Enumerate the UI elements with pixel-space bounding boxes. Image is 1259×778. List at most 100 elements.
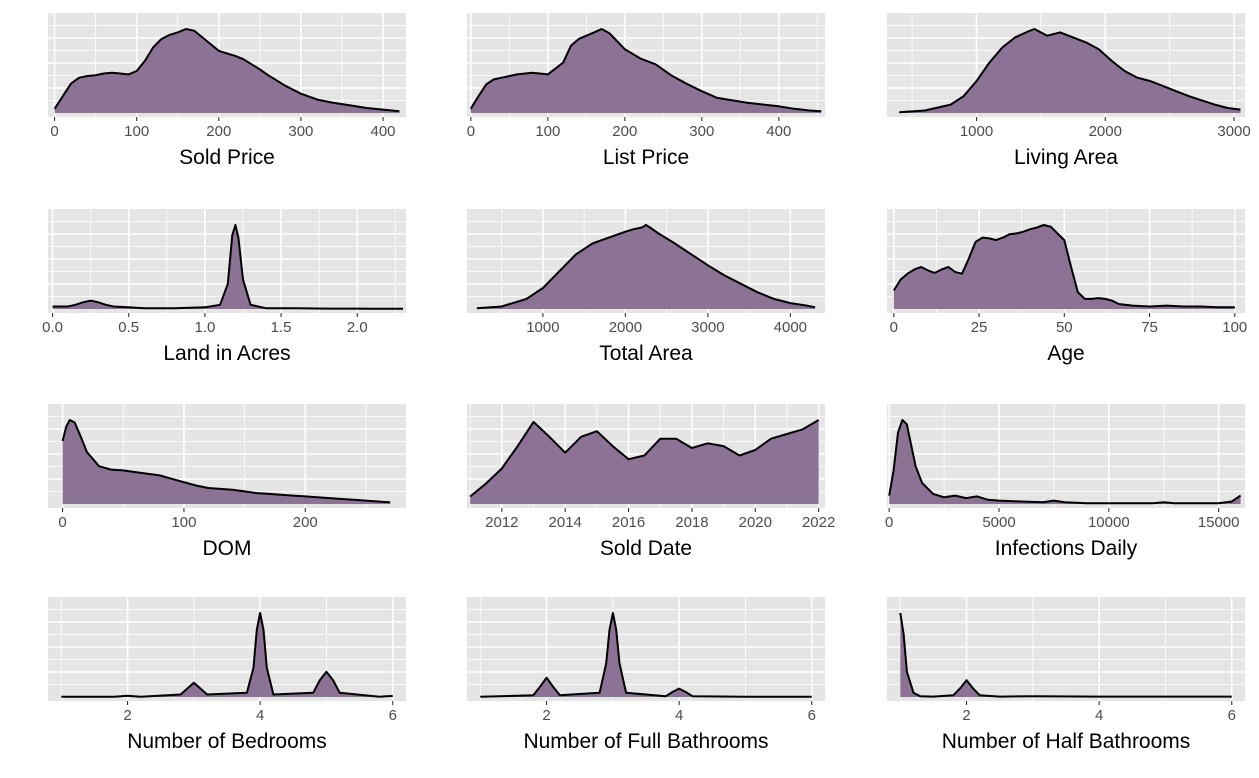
x-axis-title: List Price (603, 146, 689, 169)
density-area (470, 420, 819, 504)
density-line (899, 612, 1232, 698)
x-tick-label: 6 (1228, 707, 1236, 724)
density-area (470, 29, 822, 113)
x-tick-label: 50 (1056, 319, 1073, 336)
x-tick-label: 4 (1095, 707, 1103, 724)
x-tick-label: 0 (58, 514, 66, 531)
panel-background (467, 597, 825, 701)
density-panel: 2 4 6 Number of Half Bathrooms (887, 597, 1245, 753)
x-tick-label: 0 (467, 123, 475, 140)
density-area (889, 420, 1241, 504)
x-axis-title: Number of Half Bathrooms (942, 730, 1191, 753)
x-tick-label: 100 (1222, 319, 1247, 336)
x-axis-title: Number of Full Bathrooms (523, 730, 768, 753)
panel-background (887, 597, 1245, 701)
x-tick-label: 1.0 (194, 319, 215, 336)
x-tick-label: 2018 (675, 514, 708, 531)
x-tick-label: 100 (171, 514, 196, 531)
density-panel: 1000 2000 3000 Living Area (887, 13, 1251, 169)
x-tick-label: 3000 (1217, 123, 1250, 140)
density-panel: 0 100 200 300 400 Sold Price (48, 13, 406, 169)
x-tick-label: 2.0 (347, 319, 368, 336)
density-panel: 0 5000 10000 15000 Infections Daily (885, 404, 1245, 560)
x-axis-title: Total Area (599, 342, 693, 365)
density-panel: 0 100 200 DOM (48, 404, 406, 560)
x-tick-label: 3000 (691, 319, 724, 336)
x-tick-label: 0.0 (42, 319, 63, 336)
density-panel: 0.0 0.5 1.0 1.5 2.0 Land in Acres (42, 209, 406, 365)
x-tick-label: 6 (389, 707, 397, 724)
x-tick-label: 75 (1141, 319, 1158, 336)
x-tick-label: 4000 (774, 319, 807, 336)
density-line (480, 612, 812, 698)
x-tick-label: 0.5 (118, 319, 139, 336)
density-panel: 2 4 6 Number of Full Bathrooms (467, 597, 825, 753)
x-tick-label: 25 (971, 319, 988, 336)
x-tick-label: 0 (890, 319, 898, 336)
density-panel: 2 4 6 Number of Bedrooms (48, 597, 406, 753)
x-tick-label: 300 (288, 123, 313, 140)
x-tick-label: 15000 (1198, 514, 1240, 531)
density-panel: 1000 2000 3000 4000 Total Area (467, 209, 825, 365)
x-tick-label: 2 (123, 707, 131, 724)
x-axis-title: DOM (203, 537, 252, 560)
x-tick-label: 100 (535, 123, 560, 140)
density-line (888, 419, 1242, 505)
x-axis-title: Age (1047, 342, 1084, 365)
x-tick-label: 400 (766, 123, 791, 140)
x-tick-label: 100 (124, 123, 149, 140)
x-tick-label: 2012 (485, 514, 518, 531)
x-tick-label: 200 (206, 123, 231, 140)
x-tick-label: 4 (675, 707, 683, 724)
density-panel: 0 25 50 75 100 Age (887, 209, 1247, 365)
x-axis-title: Living Area (1014, 146, 1118, 169)
density-line (469, 28, 822, 113)
x-tick-label: 2014 (549, 514, 582, 531)
x-tick-label: 2020 (739, 514, 772, 531)
x-axis-title: Land in Acres (163, 342, 290, 365)
density-area (476, 225, 816, 309)
x-tick-label: 10000 (1088, 514, 1130, 531)
density-panel: 0 100 200 300 400 List Price (467, 13, 825, 169)
x-tick-label: 4 (256, 707, 264, 724)
x-axis-title: Number of Bedrooms (127, 730, 327, 753)
density-panel: 2012 2014 2016 2018 2020 2022 Sold Date (467, 404, 835, 560)
x-axis-title: Sold Price (179, 146, 275, 169)
x-tick-label: 0 (50, 123, 58, 140)
x-axis-title: Sold Date (600, 537, 692, 560)
x-tick-label: 1000 (960, 123, 993, 140)
density-line (899, 28, 1241, 114)
density-line (469, 419, 820, 498)
density-line (61, 612, 393, 698)
density-line (53, 28, 400, 113)
density-area (52, 225, 403, 309)
x-tick-label: 2 (962, 707, 970, 724)
density-area (62, 420, 391, 504)
x-tick-label: 1000 (526, 319, 559, 336)
x-tick-label: 2000 (609, 319, 642, 336)
x-tick-label: 200 (293, 514, 318, 531)
x-tick-label: 2 (542, 707, 550, 724)
x-tick-label: 1.5 (271, 319, 292, 336)
density-area (899, 29, 1241, 113)
x-tick-label: 2000 (1089, 123, 1122, 140)
x-tick-label: 2022 (802, 514, 835, 531)
x-tick-label: 2016 (612, 514, 645, 531)
x-tick-label: 0 (885, 514, 893, 531)
panel-background (48, 597, 406, 701)
x-axis-title: Infections Daily (995, 537, 1138, 560)
density-line (476, 224, 816, 310)
density-area (893, 225, 1235, 309)
density-area (54, 29, 400, 113)
x-tick-label: 5000 (982, 514, 1015, 531)
density-line (52, 224, 403, 310)
x-tick-label: 400 (370, 123, 395, 140)
x-tick-label: 300 (689, 123, 714, 140)
x-tick-label: 200 (612, 123, 637, 140)
x-tick-label: 6 (808, 707, 816, 724)
density-line (61, 419, 391, 504)
panel-background (887, 404, 1245, 508)
density-line (892, 224, 1235, 309)
